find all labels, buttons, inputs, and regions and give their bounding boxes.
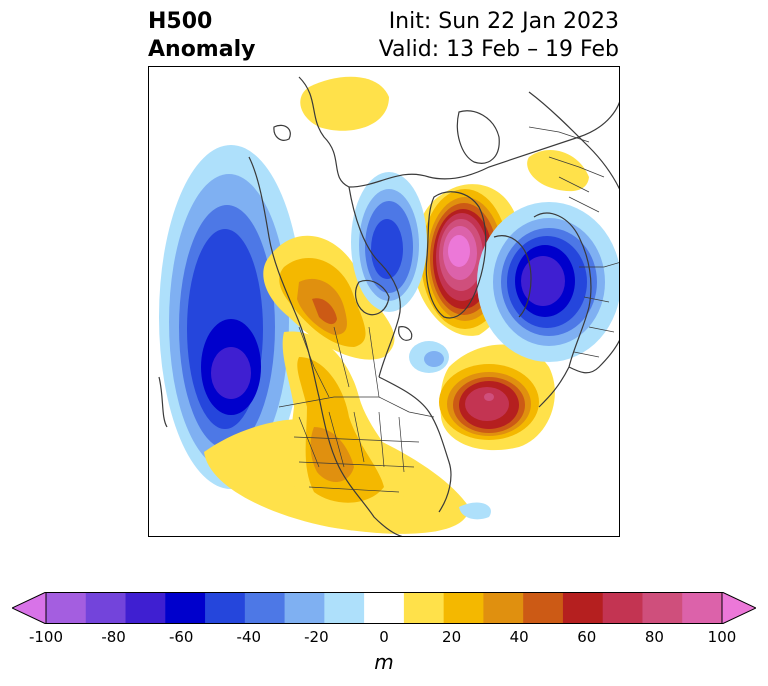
- colorbar-max-arrow: [721, 592, 756, 624]
- colorbar-segment: [324, 592, 365, 624]
- colorbar-segments: [46, 592, 723, 624]
- colorbar-tick-label: 40: [509, 628, 529, 646]
- colorbar-segment: [46, 592, 87, 624]
- colorbar-segment: [443, 592, 484, 624]
- colorbar-tick-label: 60: [577, 628, 597, 646]
- colorbar-outline: [45, 592, 723, 624]
- colorbar-tick-label: -20: [304, 628, 329, 646]
- anomaly-europe-low: [477, 202, 619, 362]
- colorbar-tick-label: 20: [442, 628, 462, 646]
- anomaly-map-canvas: [149, 76, 619, 536]
- colorbar-segment: [85, 592, 127, 624]
- colorbar-tick-label: 0: [379, 628, 389, 646]
- forecast-dates: Init: Sun 22 Jan 2023 Valid: 13 Feb – 19…: [379, 8, 619, 64]
- colorbar-segment: [165, 592, 206, 624]
- coastlines: [158, 76, 619, 536]
- anomaly-map: [148, 66, 620, 537]
- title-line-2: Anomaly: [148, 37, 256, 62]
- init-date: Init: Sun 22 Jan 2023: [388, 9, 619, 34]
- colorbar-segment: [284, 592, 325, 624]
- colorbar: [12, 592, 756, 624]
- anomaly-pacific-low: [159, 145, 303, 489]
- colorbar-segment: [602, 592, 643, 624]
- colorbar-tick-label: -60: [168, 628, 194, 646]
- colorbar-segment: [642, 592, 683, 624]
- anomaly-atlantic-high: [439, 344, 555, 451]
- colorbar-segment: [682, 592, 723, 624]
- colorbar-segment: [562, 592, 604, 624]
- colorbar-segment: [244, 592, 286, 624]
- colorbar-segment: [205, 592, 246, 624]
- colorbar-tick-label: -40: [236, 628, 262, 646]
- colorbar-tick-label: 100: [707, 628, 737, 646]
- colorbar-segment: [125, 592, 166, 624]
- political-borders: [278, 126, 619, 493]
- colorbar-segment: [364, 592, 405, 624]
- colorbar-min-arrow: [12, 592, 47, 624]
- anomaly-hudson-low: [351, 172, 427, 312]
- anomaly-western-ridge: [263, 235, 395, 360]
- anomaly-minor-features: [149, 76, 589, 520]
- colorbar-segment: [523, 592, 564, 624]
- title-line-1: H500: [148, 9, 213, 34]
- map-title: H500 Anomaly: [148, 8, 255, 64]
- colorbar-tick-label: 80: [644, 628, 664, 646]
- colorbar-tick-label: -100: [28, 628, 64, 646]
- valid-range: Valid: 13 Feb – 19 Feb: [378, 37, 619, 62]
- colorbar-segment: [403, 592, 445, 624]
- colorbar-unit-label: m: [374, 650, 394, 674]
- colorbar-tick-label: -80: [101, 628, 126, 646]
- colorbar-segment: [483, 592, 524, 624]
